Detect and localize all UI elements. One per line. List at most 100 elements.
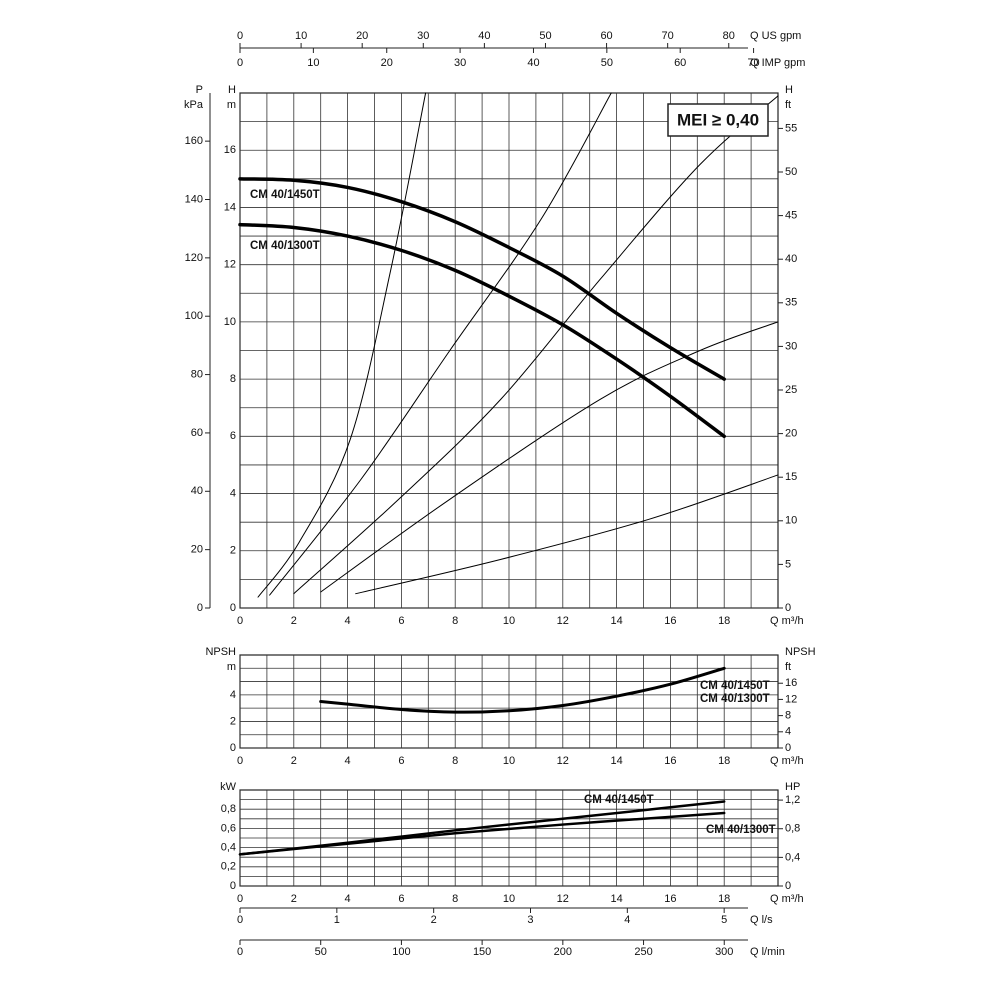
x2-tick-label: 30 bbox=[417, 30, 429, 42]
x2-axis-label: Q IMP gpm bbox=[750, 57, 805, 69]
x2-tick-label: 4 bbox=[624, 914, 630, 926]
y2-tick-label: 20 bbox=[191, 544, 203, 556]
x2-tick-label: 5 bbox=[721, 914, 727, 926]
x-axis-label: Q m³/h bbox=[770, 893, 804, 905]
x2-tick-label: 40 bbox=[478, 30, 490, 42]
x-tick-label: 0 bbox=[237, 893, 243, 905]
x-tick-label: 4 bbox=[345, 755, 351, 767]
x2-tick-label: 50 bbox=[315, 946, 327, 958]
x2-tick-label: 80 bbox=[723, 30, 735, 42]
x-tick-label: 6 bbox=[398, 615, 404, 627]
y2-tick-label: 35 bbox=[785, 297, 797, 309]
x-axis-label: Q m³/h bbox=[770, 615, 804, 627]
y2-tick-label: 4 bbox=[785, 726, 791, 738]
x-tick-label: 4 bbox=[345, 893, 351, 905]
curve bbox=[269, 92, 612, 596]
series-label: CM 40/1450T bbox=[250, 189, 320, 201]
y2-axis-unit: kPa bbox=[184, 99, 204, 111]
y-tick-label: 8 bbox=[230, 373, 236, 385]
y-tick-label: 12 bbox=[224, 259, 236, 271]
x2-tick-label: 200 bbox=[554, 946, 572, 958]
curve bbox=[238, 222, 726, 439]
curve bbox=[238, 811, 726, 856]
x2-tick-label: 10 bbox=[307, 57, 319, 69]
x2-tick-label: 1 bbox=[334, 914, 340, 926]
y2-tick-label: 20 bbox=[785, 428, 797, 440]
y2-tick-label: 25 bbox=[785, 384, 797, 396]
curve bbox=[355, 474, 779, 595]
x2-tick-label: 50 bbox=[601, 57, 613, 69]
y2-tick-label: 45 bbox=[785, 210, 797, 222]
y2-tick-label: 0 bbox=[197, 602, 203, 614]
y-tick-label: 0,4 bbox=[221, 842, 236, 854]
x2-tick-label: 0 bbox=[237, 57, 243, 69]
x2-tick-label: 40 bbox=[527, 57, 539, 69]
x-tick-label: 2 bbox=[291, 893, 297, 905]
series-label: CM 40/1300T bbox=[250, 240, 320, 252]
curve-label: CM 40/1300T bbox=[700, 693, 770, 705]
x2-tick-label: 60 bbox=[674, 57, 686, 69]
x-tick-label: 6 bbox=[398, 893, 404, 905]
y-tick-label: 4 bbox=[230, 689, 236, 701]
y2-tick-label: 50 bbox=[785, 166, 797, 178]
y2-tick-label: 8 bbox=[785, 710, 791, 722]
y2-tick-label: 12 bbox=[785, 693, 797, 705]
x-tick-label: 8 bbox=[452, 893, 458, 905]
y2-tick-label: 0,4 bbox=[785, 851, 800, 863]
x-tick-label: 14 bbox=[610, 893, 622, 905]
y2-tick-label: 0,8 bbox=[785, 823, 800, 835]
x2-tick-label: 300 bbox=[715, 946, 733, 958]
x2-tick-label: 70 bbox=[662, 30, 674, 42]
y-axis-unit: m bbox=[227, 661, 236, 673]
x-tick-label: 18 bbox=[718, 615, 730, 627]
y2-tick-label: 160 bbox=[185, 135, 203, 147]
x2-tick-label: 10 bbox=[295, 30, 307, 42]
y2-tick-label: 0 bbox=[785, 602, 791, 614]
curve bbox=[293, 95, 779, 595]
x-tick-label: 16 bbox=[664, 755, 676, 767]
x2-tick-label: 100 bbox=[392, 946, 410, 958]
y2-tick-label: 140 bbox=[185, 193, 203, 205]
y-tick-label: 6 bbox=[230, 430, 236, 442]
x2-tick-label: 20 bbox=[381, 57, 393, 69]
y-tick-label: 0,6 bbox=[221, 822, 236, 834]
x-tick-label: 8 bbox=[452, 755, 458, 767]
x-tick-label: 16 bbox=[664, 615, 676, 627]
x-tick-label: 12 bbox=[557, 893, 569, 905]
y-tick-label: 0,8 bbox=[221, 803, 236, 815]
x-tick-label: 0 bbox=[237, 755, 243, 767]
curve bbox=[257, 92, 427, 598]
x-tick-label: 10 bbox=[503, 893, 515, 905]
y2-tick-label: 30 bbox=[785, 340, 797, 352]
y2-tick-label: 100 bbox=[185, 310, 203, 322]
x-tick-label: 14 bbox=[610, 615, 622, 627]
x2-axis-label: Q US gpm bbox=[750, 30, 801, 42]
y2-tick-label: 10 bbox=[785, 515, 797, 527]
x-tick-label: 10 bbox=[503, 755, 515, 767]
x2-tick-label: 0 bbox=[237, 30, 243, 42]
x2-tick-label: 70 bbox=[747, 57, 759, 69]
y-tick-label: 2 bbox=[230, 715, 236, 727]
y2-tick-label: 40 bbox=[191, 485, 203, 497]
x-tick-label: 8 bbox=[452, 615, 458, 627]
y-tick-label: 14 bbox=[224, 201, 236, 213]
y2-axis-label: NPSH bbox=[785, 646, 816, 658]
y-tick-label: 2 bbox=[230, 545, 236, 557]
curve bbox=[320, 321, 779, 593]
x2-tick-label: 50 bbox=[539, 30, 551, 42]
annotation: MEI ≥ 0,40 bbox=[677, 110, 759, 129]
curve bbox=[238, 177, 726, 381]
y2-tick-label: 5 bbox=[785, 558, 791, 570]
x2-tick-label: 250 bbox=[634, 946, 652, 958]
x-tick-label: 18 bbox=[718, 893, 730, 905]
y-axis-unit: m bbox=[227, 99, 236, 111]
x-tick-label: 0 bbox=[237, 615, 243, 627]
x-tick-label: 2 bbox=[291, 615, 297, 627]
y-tick-label: 10 bbox=[224, 316, 236, 328]
y-axis-label: H bbox=[228, 84, 236, 96]
series-label: CM 40/1450T bbox=[584, 794, 654, 806]
x2-tick-label: 20 bbox=[356, 30, 368, 42]
y2-axis-label: H bbox=[785, 84, 793, 96]
